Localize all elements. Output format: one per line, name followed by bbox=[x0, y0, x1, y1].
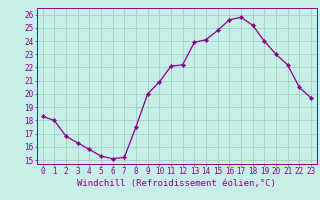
X-axis label: Windchill (Refroidissement éolien,°C): Windchill (Refroidissement éolien,°C) bbox=[77, 179, 276, 188]
